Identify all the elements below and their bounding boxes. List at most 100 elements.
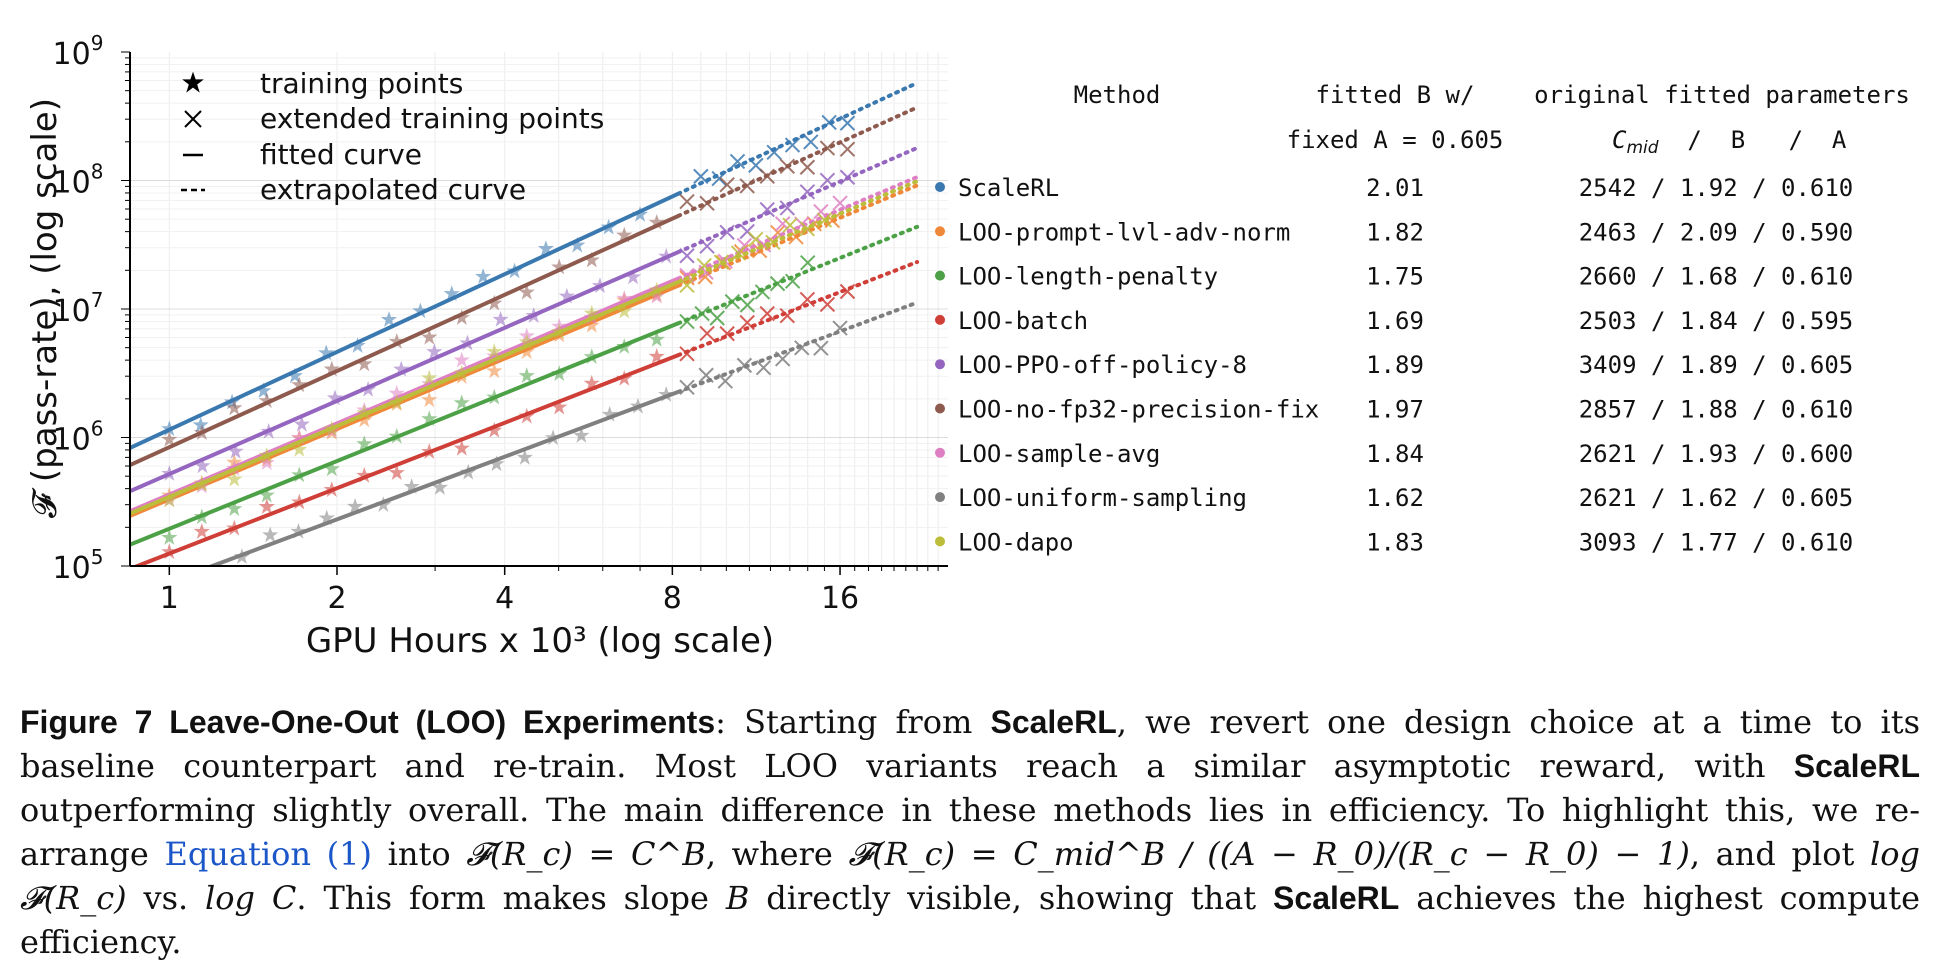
extended-training-point (679, 346, 695, 362)
y-ticks: 105 106 107 108 109 (53, 31, 130, 586)
extended-training-point (759, 201, 775, 218)
series-color-dot (935, 226, 945, 237)
row-fitted-b: 1.97 (1366, 396, 1424, 424)
extended-training-point (779, 307, 796, 324)
series-color-dot (935, 314, 945, 325)
extrapolated-curve (676, 260, 920, 358)
original-params-header: / B / A (1659, 126, 1847, 154)
table-row: LOO-PPO-off-policy-8 1.89 3409 / 1.89 / 0.… (935, 351, 1853, 379)
y-tick-label: 108 (53, 160, 104, 201)
fitted-curve (206, 389, 680, 566)
extended-training-point (832, 195, 848, 211)
table-row: LOO-length-penalty 1.75 2660 / 1.68 / 0.61… (935, 263, 1853, 291)
extended-training-point (748, 231, 764, 248)
legend-item-training: training points (182, 67, 463, 100)
extended-training-point (813, 340, 829, 356)
extrapolated-curve (676, 105, 920, 218)
extended-training-point (739, 178, 755, 194)
plot-area: 1 2 4 8 16 105 106 107 108 109 (53, 31, 948, 616)
extended-training-point (754, 284, 771, 300)
table-header-method: Method (1074, 81, 1161, 109)
row-method-name: LOO-dapo (958, 528, 1074, 556)
extended-training-point (803, 134, 819, 150)
row-method-name: LOO-sample-avg (958, 440, 1160, 468)
extrapolated-curve (676, 145, 920, 255)
cross-icon (184, 110, 202, 128)
extended-training-point (779, 200, 796, 216)
caption-text: vs. (126, 879, 206, 917)
equation-link[interactable]: Equation (1) (164, 835, 372, 873)
row-original-params: 3093 / 1.77 / 0.610 (1579, 528, 1854, 556)
row-fitted-b: 2.01 (1366, 174, 1424, 202)
row-fitted-b: 1.62 (1366, 484, 1424, 512)
row-original-params: 2463 / 2.09 / 0.590 (1579, 218, 1854, 246)
table-header-fitted-line2: fixed A = 0.605 (1287, 126, 1504, 154)
caption-text: outperforming slightly overall. The main… (20, 791, 1920, 873)
fitted-curve (130, 214, 680, 467)
fitted-curve (130, 280, 680, 516)
row-original-params: 2503 / 1.84 / 0.595 (1579, 307, 1854, 335)
x-tick-label: 2 (327, 581, 346, 616)
row-original-params: 2660 / 1.68 / 0.610 (1579, 263, 1854, 291)
extended-training-point (730, 245, 747, 261)
extended-training-point (779, 158, 796, 174)
series-ScaleRL (130, 80, 920, 450)
x-tick-label: 16 (821, 581, 859, 616)
legend-label: training points (260, 67, 463, 100)
extended-training-point (821, 114, 837, 131)
extended-training-point (736, 357, 753, 374)
training-point (194, 457, 211, 474)
extended-training-point (839, 169, 856, 185)
caption-bold-scalerl: ScaleRL (1793, 748, 1920, 784)
caption-math: log C (205, 879, 297, 917)
extended-training-point (799, 159, 816, 175)
fitted-curve (130, 191, 680, 450)
x-axis-label: GPU Hours x 10³ (log scale) (306, 621, 774, 661)
extended-training-point (784, 273, 801, 289)
extended-training-point (799, 221, 815, 237)
extended-training-point (739, 314, 755, 331)
series-color-dot (935, 492, 945, 503)
star-icon (182, 71, 204, 93)
series-color-dot (935, 536, 945, 547)
table-row: LOO-batch 1.69 2503 / 1.84 / 0.595 (935, 307, 1853, 335)
extended-training-point (832, 320, 848, 336)
extended-training-point (759, 168, 775, 184)
extended-training-point (759, 305, 775, 322)
row-method-name: ScaleRL (958, 174, 1059, 202)
extended-training-point (819, 296, 836, 313)
caption-math: 𝓕(R_c) = C^B (466, 835, 706, 873)
table-row: LOO-prompt-lvl-adv-norm 1.82 2463 / 2.09 /… (935, 218, 1853, 246)
extended-training-point (816, 212, 833, 228)
caption-text: , we revert one design choice at a time … (20, 703, 1921, 785)
extended-training-point (679, 248, 695, 264)
row-method-name: LOO-PPO-off-policy-8 (958, 351, 1247, 379)
row-fitted-b: 1.89 (1366, 351, 1424, 379)
extended-training-point (679, 193, 695, 210)
training-point (262, 526, 279, 543)
caption-text: directly visible, showing that (749, 879, 1274, 917)
figure-caption: Figure 7 Leave-One-Out (LOO) Experiments… (20, 700, 1920, 964)
y-tick-label: 106 (53, 417, 104, 458)
series-color-dot (935, 182, 945, 192)
caption-text: : Starting from (715, 703, 991, 741)
extended-training-point (711, 170, 727, 187)
extended-training-point (679, 277, 695, 293)
legend-item-extended: extended training points (184, 102, 604, 135)
extended-training-point (739, 297, 756, 313)
series-LOO-length-penalty (130, 224, 920, 547)
caption-text: into (371, 835, 467, 873)
series-LOO-no-fp32-precision-fix (130, 105, 920, 467)
extended-training-point (766, 144, 782, 161)
y-tick-label: 109 (53, 31, 104, 72)
extended-training-point (784, 137, 801, 153)
extended-training-point (729, 153, 746, 170)
table-rows: ScaleRL 2.01 2542 / 1.92 / 0.610 LOO-prompt… (935, 174, 1853, 556)
row-fitted-b: 1.84 (1366, 440, 1424, 468)
series-color-dot (935, 403, 945, 414)
extended-training-point (724, 293, 740, 310)
training-point (193, 523, 210, 539)
extended-training-point (839, 283, 856, 300)
training-point (227, 442, 244, 459)
extended-training-point (713, 254, 730, 270)
